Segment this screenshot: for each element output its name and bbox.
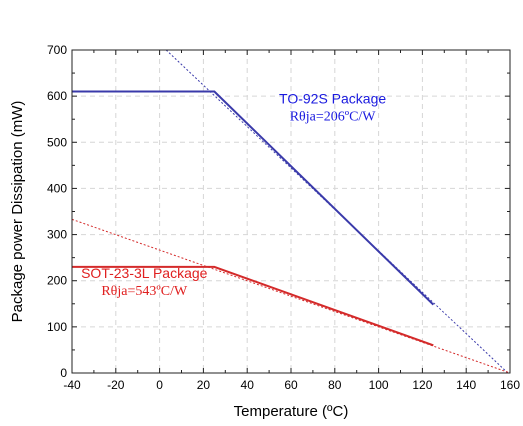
y-tick-label: 300 bbox=[47, 228, 67, 242]
series-sot23-extension bbox=[71, 218, 511, 374]
x-tick-label: 160 bbox=[500, 378, 520, 392]
y-tick-label: 400 bbox=[47, 181, 67, 195]
x-tick-label: 140 bbox=[456, 378, 476, 392]
y-tick-label: 0 bbox=[60, 366, 67, 380]
grid bbox=[72, 50, 510, 373]
x-tick-label: 0 bbox=[156, 378, 163, 392]
y-axis-title: Package power Dissipation (mW) bbox=[9, 101, 26, 323]
annotation-to92-package: TO-92S Package bbox=[279, 91, 386, 107]
x-tick-label: 100 bbox=[369, 378, 389, 392]
annotation-sot23-rthja: Rθja=543ºC/W bbox=[101, 284, 188, 299]
x-tick-label: -20 bbox=[107, 378, 125, 392]
y-tick-label: 200 bbox=[47, 274, 67, 288]
axis-ticks bbox=[71, 49, 511, 374]
series-to92-line bbox=[72, 90, 435, 306]
y-tick-label: 100 bbox=[47, 320, 67, 334]
x-tick-label: 40 bbox=[241, 378, 255, 392]
y-tick-label: 500 bbox=[47, 135, 67, 149]
annotation-to92-rthja: Rθja=206ºC/W bbox=[290, 110, 377, 125]
x-tick-label: 60 bbox=[284, 378, 298, 392]
x-axis-title: Temperature (ºC) bbox=[234, 403, 349, 420]
x-tick-label: 120 bbox=[412, 378, 432, 392]
annotation-sot23-package: SOT-23-3L Package bbox=[81, 265, 208, 281]
series-lines bbox=[71, 49, 511, 374]
x-tick-label: 20 bbox=[197, 378, 211, 392]
tick-labels: -40 -20 0 20 40 60 80 100 120 140 160 0 100 200 300 400… bbox=[47, 43, 520, 392]
y-tick-label: 600 bbox=[47, 89, 67, 103]
x-tick-label: 80 bbox=[328, 378, 342, 392]
series-sot23-line bbox=[72, 265, 434, 347]
x-tick-label: -40 bbox=[63, 378, 81, 392]
y-tick-label: 700 bbox=[47, 43, 67, 57]
